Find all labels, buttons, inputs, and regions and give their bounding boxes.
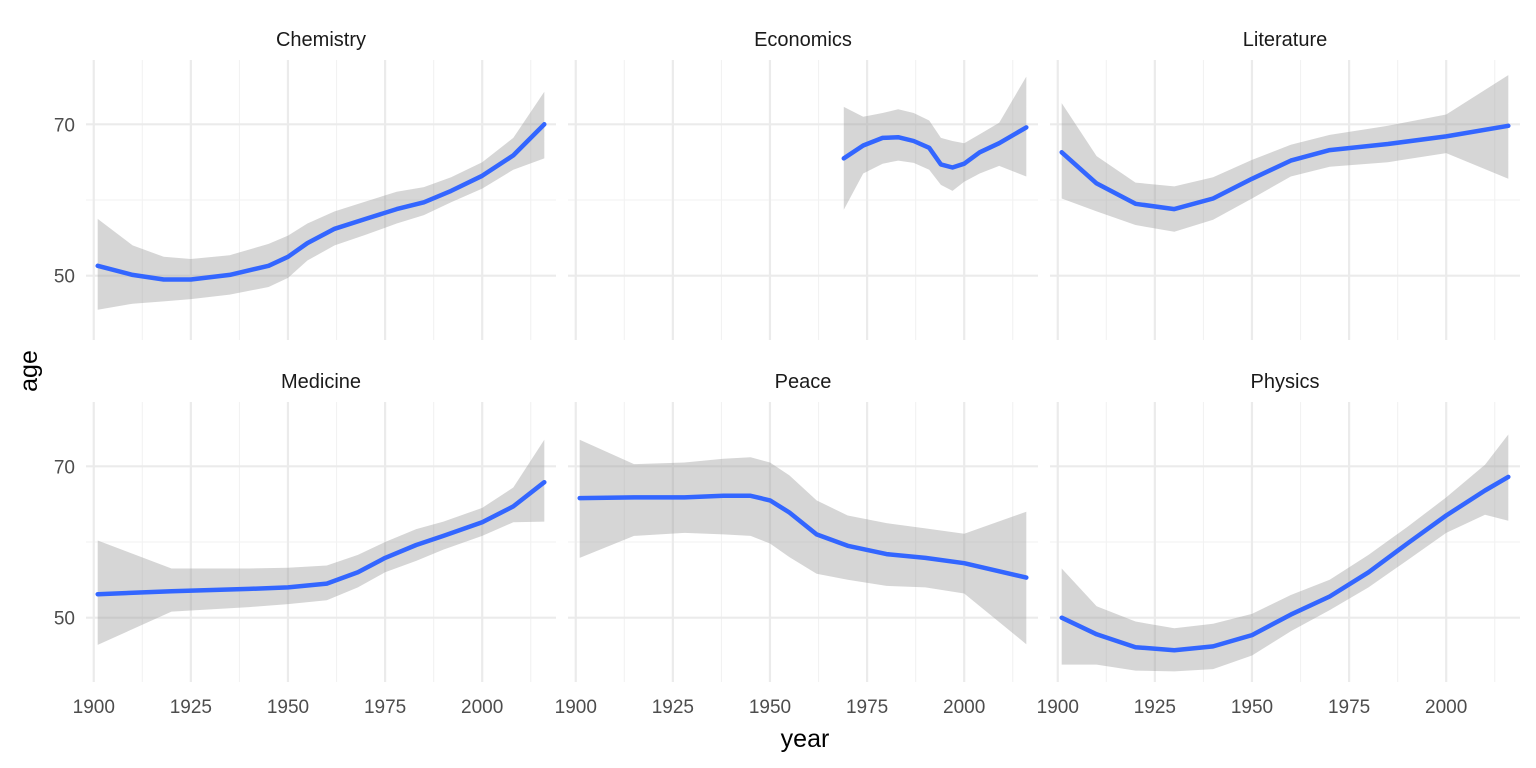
panel-title-physics: Physics bbox=[1251, 371, 1320, 393]
panel-title-economics: Economics bbox=[754, 29, 852, 51]
panel-title-medicine: Medicine bbox=[281, 371, 361, 393]
panel-literature: Literature bbox=[1050, 29, 1520, 340]
y-axis-title: age bbox=[15, 350, 43, 392]
y-tick-label-70: 70 bbox=[54, 457, 75, 478]
panel-physics: Physics 1900 1925 1950 1975 2000 bbox=[1037, 371, 1520, 718]
x-tick-label-1950: 1950 bbox=[749, 697, 791, 718]
x-tick-label-1900: 1900 bbox=[1037, 697, 1079, 718]
smooth-line-literature bbox=[1059, 123, 1511, 212]
panel-grid: Chemistry 50 70 Economics Literature Medicine… bbox=[54, 29, 1520, 718]
x-axis-title: year bbox=[781, 725, 830, 753]
y-tick-label-50: 50 bbox=[54, 267, 75, 288]
confidence-band-peace bbox=[579, 439, 1027, 645]
panel-peace: Peace 1900 1925 1950 1975 2000 bbox=[555, 371, 1038, 718]
confidence-band-chemistry bbox=[97, 91, 545, 310]
x-tick-label-1975: 1975 bbox=[1328, 697, 1370, 718]
x-tick-label-1925: 1925 bbox=[652, 697, 694, 718]
panel-economics: Economics bbox=[568, 29, 1038, 340]
smooth-line-physics bbox=[1059, 474, 1511, 653]
confidence-band-economics bbox=[843, 76, 1027, 210]
confidence-band-physics bbox=[1061, 434, 1509, 672]
confidence-band-literature bbox=[1061, 75, 1509, 232]
smooth-line-peace bbox=[577, 493, 1029, 580]
x-tick-label-1975: 1975 bbox=[846, 697, 888, 718]
smooth-line-medicine bbox=[95, 479, 547, 597]
panel-title-peace: Peace bbox=[775, 371, 832, 393]
x-tick-label-1925: 1925 bbox=[1134, 697, 1176, 718]
panel-title-literature: Literature bbox=[1243, 29, 1328, 51]
x-tick-label-1950: 1950 bbox=[267, 697, 309, 718]
x-tick-label-1975: 1975 bbox=[364, 697, 406, 718]
smooth-line-economics bbox=[841, 125, 1029, 170]
panel-medicine: Medicine 50 70 1900 1925 1950 1975 2000 bbox=[54, 371, 556, 718]
x-tick-label-2000: 2000 bbox=[943, 697, 985, 718]
x-tick-label-2000: 2000 bbox=[1425, 697, 1467, 718]
y-tick-label-70: 70 bbox=[54, 115, 75, 136]
smooth-line-chemistry bbox=[95, 122, 547, 282]
confidence-band-medicine bbox=[97, 439, 545, 645]
x-tick-label-1900: 1900 bbox=[555, 697, 597, 718]
x-tick-label-1950: 1950 bbox=[1231, 697, 1273, 718]
panel-title-chemistry: Chemistry bbox=[276, 29, 366, 51]
panel-chemistry: Chemistry 50 70 bbox=[54, 29, 556, 340]
x-tick-label-1900: 1900 bbox=[73, 697, 115, 718]
x-tick-label-2000: 2000 bbox=[461, 697, 503, 718]
y-tick-label-50: 50 bbox=[54, 609, 75, 630]
x-tick-label-1925: 1925 bbox=[170, 697, 212, 718]
